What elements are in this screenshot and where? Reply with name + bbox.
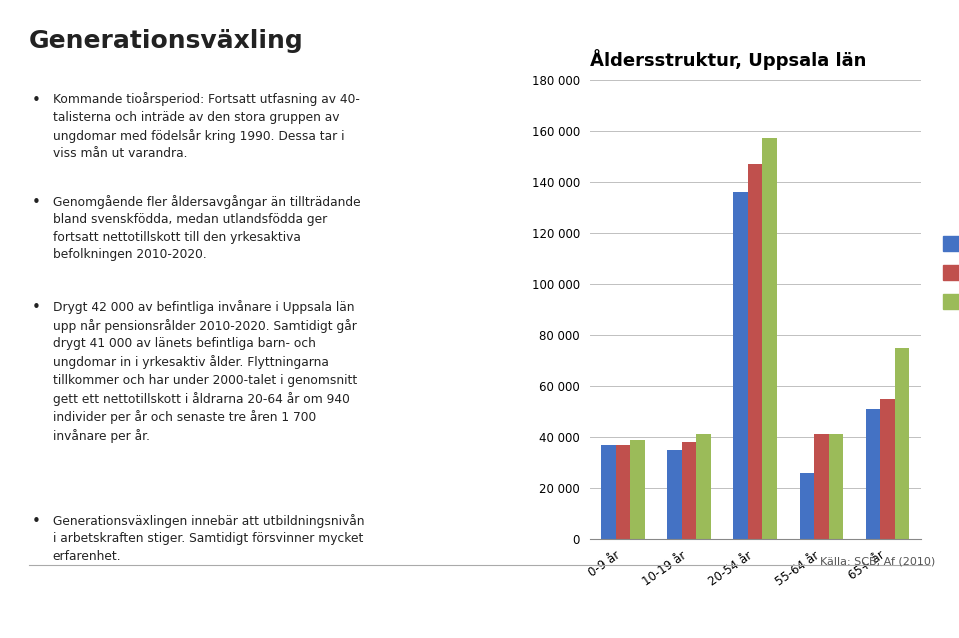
- Text: Genomgående fler åldersavgångar än tillträdande
bland svenskfödda, medan utlands: Genomgående fler åldersavgångar än tillt…: [53, 195, 361, 261]
- Bar: [682, 442, 696, 539]
- Legend: 1990, 2000, 2009: 1990, 2000, 2009: [938, 230, 959, 315]
- Text: •: •: [32, 195, 40, 210]
- Bar: [616, 445, 630, 539]
- Bar: [800, 473, 814, 539]
- Text: •: •: [32, 93, 40, 108]
- Bar: [696, 434, 711, 539]
- Bar: [895, 348, 909, 539]
- Text: Åldersstruktur, Uppsala län: Åldersstruktur, Uppsala län: [590, 49, 866, 70]
- Text: Kommande tioårsperiod: Fortsatt utfasning av 40-
talisterna och inträde av den s: Kommande tioårsperiod: Fortsatt utfasnin…: [53, 93, 360, 160]
- Bar: [880, 399, 895, 539]
- Bar: [748, 164, 762, 539]
- Bar: [829, 434, 843, 539]
- Bar: [630, 440, 644, 539]
- Text: Drygt 42 000 av befintliga invånare i Uppsala län
upp når pensionsrålder 2010-20: Drygt 42 000 av befintliga invånare i Up…: [53, 300, 357, 443]
- Text: Källa: SCB, Af (2010): Källa: SCB, Af (2010): [820, 556, 935, 567]
- Bar: [734, 192, 748, 539]
- Text: Generationsväxlingen innebär att utbildningsnivån
i arbetskraften stiger. Samtid: Generationsväxlingen innebär att utbildn…: [53, 514, 364, 563]
- Text: •: •: [32, 514, 40, 529]
- Text: •: •: [32, 300, 40, 315]
- Text: Generationsväxling: Generationsväxling: [29, 29, 303, 53]
- Bar: [762, 138, 777, 539]
- Bar: [601, 445, 616, 539]
- Bar: [866, 409, 880, 539]
- Bar: [814, 434, 829, 539]
- Bar: [667, 450, 682, 539]
